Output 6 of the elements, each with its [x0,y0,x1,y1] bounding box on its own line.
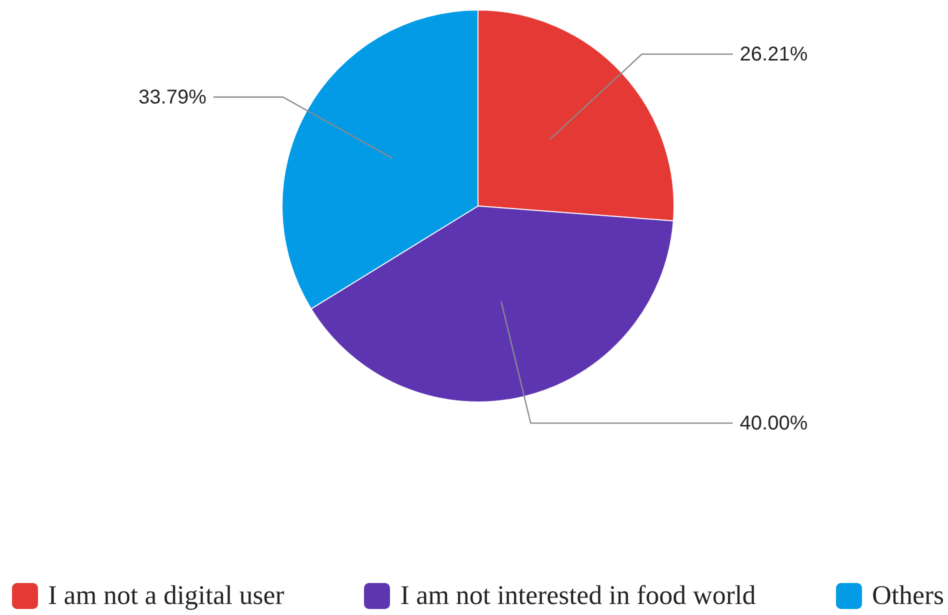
legend-label: I am not interested in food world [400,580,756,611]
legend-label: Others [872,580,944,611]
data-label: 33.79% [138,86,207,109]
data-label: 26.21% [740,44,808,66]
legend-label: I am not a digital user [48,580,284,611]
data-label: 40.00% [740,412,808,435]
